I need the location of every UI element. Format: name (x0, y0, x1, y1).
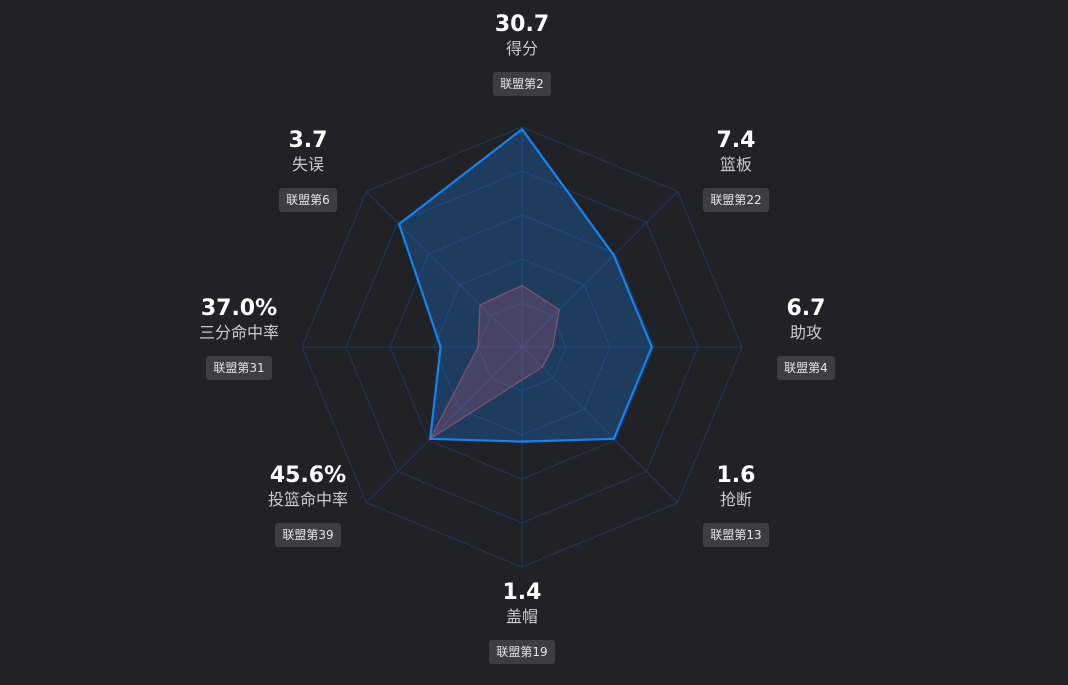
turnovers-rank-badge: 联盟第6 (279, 188, 337, 212)
steals-name: 抢断 (719, 490, 752, 509)
assists-value: 6.7 (786, 296, 826, 321)
blocks-name: 盖帽 (505, 607, 538, 626)
assists-name: 助攻 (789, 323, 822, 342)
spoke-3 (521, 346, 678, 503)
steals-value: 1.6 (716, 463, 756, 488)
radar-spokes (302, 127, 742, 567)
points-rank-badge: 联盟第2 (493, 72, 551, 96)
axis-label-points: 30.7 得分 联盟第2 (442, 12, 602, 96)
axis-label-turnovers: 3.7 失误 联盟第6 (228, 128, 388, 212)
axis-label-assists: 6.7 助攻 联盟第4 (726, 296, 886, 380)
turnovers-name: 失误 (291, 155, 324, 174)
turnovers-value: 3.7 (288, 128, 328, 153)
points-name: 得分 (505, 39, 538, 58)
fg-pct-rank-badge: 联盟第39 (275, 523, 341, 547)
player-stat-area (398, 128, 653, 443)
axis-label-blocks: 1.4 盖帽 联盟第19 (442, 580, 602, 664)
spoke-5 (366, 346, 523, 503)
fg-pct-value: 45.6% (269, 463, 347, 488)
axis-label-rebounds: 7.4 篮板 联盟第22 (656, 128, 816, 212)
blocks-rank-badge: 联盟第19 (489, 640, 555, 664)
spoke-1 (521, 191, 678, 348)
3p-pct-rank-badge: 联盟第31 (206, 356, 272, 380)
assists-rank-badge: 联盟第4 (777, 356, 835, 380)
3p-pct-value: 37.0% (200, 296, 278, 321)
league-reference-area (428, 284, 560, 441)
points-value: 30.7 (494, 12, 550, 37)
fg-pct-name: 投篮命中率 (267, 490, 348, 509)
spoke-7 (366, 191, 523, 348)
rebounds-rank-badge: 联盟第22 (703, 188, 769, 212)
rebounds-value: 7.4 (716, 128, 756, 153)
axis-label-steals: 1.6 抢断 联盟第13 (656, 463, 816, 547)
3p-pct-name: 三分命中率 (198, 323, 279, 342)
steals-rank-badge: 联盟第13 (703, 523, 769, 547)
axis-label-3p-pct: 37.0% 三分命中率 联盟第31 (159, 296, 319, 380)
rebounds-name: 篮板 (719, 155, 752, 174)
axis-label-fg-pct: 45.6% 投篮命中率 联盟第39 (228, 463, 388, 547)
blocks-value: 1.4 (502, 580, 542, 605)
